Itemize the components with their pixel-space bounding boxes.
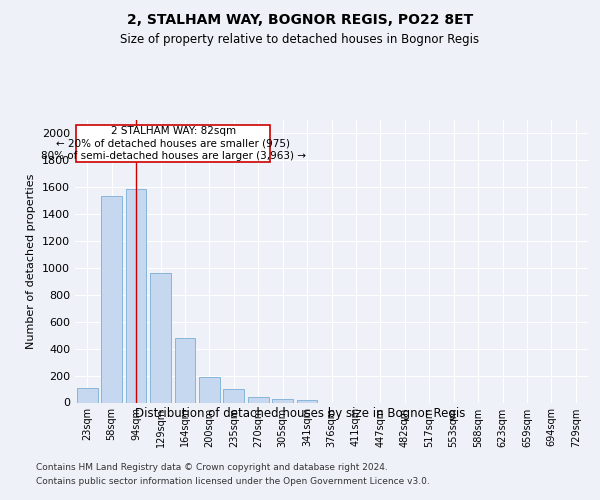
Bar <box>296 400 317 402</box>
Text: 2, STALHAM WAY, BOGNOR REGIS, PO22 8ET: 2, STALHAM WAY, BOGNOR REGIS, PO22 8ET <box>127 12 473 26</box>
Text: ← 20% of detached houses are smaller (975): ← 20% of detached houses are smaller (97… <box>56 138 290 148</box>
Y-axis label: Number of detached properties: Number of detached properties <box>26 174 37 349</box>
Text: Contains public sector information licensed under the Open Government Licence v3: Contains public sector information licen… <box>36 478 430 486</box>
Text: Distribution of detached houses by size in Bognor Regis: Distribution of detached houses by size … <box>135 408 465 420</box>
Bar <box>175 338 196 402</box>
Bar <box>199 377 220 402</box>
Text: Size of property relative to detached houses in Bognor Regis: Size of property relative to detached ho… <box>121 32 479 46</box>
Bar <box>248 397 269 402</box>
Bar <box>150 274 171 402</box>
FancyBboxPatch shape <box>76 124 271 162</box>
Bar <box>101 196 122 402</box>
Text: 80% of semi-detached houses are larger (3,963) →: 80% of semi-detached houses are larger (… <box>41 150 306 160</box>
Bar <box>77 388 98 402</box>
Bar <box>223 389 244 402</box>
Bar <box>272 399 293 402</box>
Text: Contains HM Land Registry data © Crown copyright and database right 2024.: Contains HM Land Registry data © Crown c… <box>36 462 388 471</box>
Bar <box>125 188 146 402</box>
Text: 2 STALHAM WAY: 82sqm: 2 STALHAM WAY: 82sqm <box>111 126 236 136</box>
